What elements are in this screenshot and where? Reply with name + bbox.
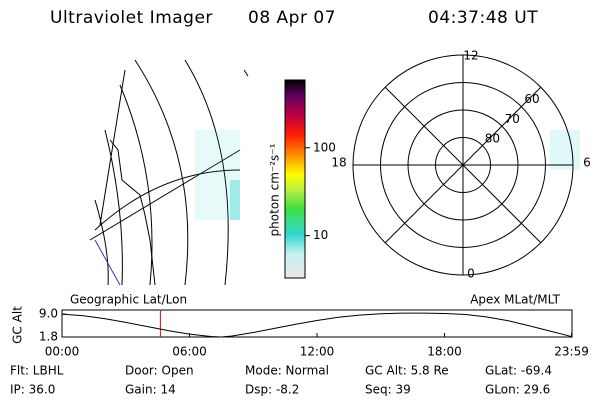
plot-frame <box>61 309 573 338</box>
y-tick-label: 1.8 <box>39 330 58 344</box>
time: 04:37:48 UT <box>428 8 538 28</box>
colorbar <box>284 79 306 279</box>
date: 08 Apr 07 <box>248 8 336 28</box>
ring-label: 80 <box>485 132 500 146</box>
mlt-label: 12 <box>463 49 478 63</box>
mlt-label: 6 <box>583 156 591 170</box>
status-field: Mode: Normal <box>245 364 329 378</box>
map <box>89 59 249 286</box>
status-field: Door: Open <box>125 364 194 378</box>
status-field: Flt: LBHL <box>10 364 64 378</box>
plot-title: Apex MLat/MLT <box>470 293 560 307</box>
map-arc <box>119 84 153 286</box>
map-line <box>99 69 126 226</box>
spoke <box>384 86 542 244</box>
map-line <box>89 149 241 241</box>
x-tick-label: 18:00 <box>427 345 462 359</box>
status-field: Seq: 39 <box>365 383 411 397</box>
status-field: GLon: 29.6 <box>485 383 550 397</box>
aurora <box>230 180 240 220</box>
mlt-label: 18 <box>331 156 346 170</box>
status-field: Dsp: -8.2 <box>245 383 299 397</box>
status-field: Gain: 14 <box>125 383 176 397</box>
map-line <box>94 169 241 231</box>
ring-label: 60 <box>524 92 539 106</box>
y-tick-label: 9.0 <box>39 307 58 321</box>
aurora <box>550 130 580 170</box>
x-tick-label: 23:59 <box>554 345 589 359</box>
tick-label: 10 <box>313 228 328 242</box>
aurora <box>195 130 240 220</box>
x-tick-label: 12:00 <box>300 345 335 359</box>
ring-label: 70 <box>505 112 520 126</box>
map-arc <box>184 59 229 286</box>
plot-title: Geographic Lat/Lon <box>70 293 187 307</box>
mlt-label: 0 <box>467 267 475 281</box>
track <box>94 239 121 286</box>
coast <box>109 139 156 286</box>
tick-label: 100 <box>313 140 336 154</box>
map-arc <box>134 59 189 286</box>
status-field: IP: 36.0 <box>10 383 55 397</box>
map-arc <box>94 199 109 286</box>
status-field: GC Alt: 5.8 Re <box>365 364 449 378</box>
x-tick-label: 06:00 <box>172 345 207 359</box>
x-tick-label: 00:00 <box>45 345 80 359</box>
map-arc <box>104 129 123 286</box>
title: Ultraviolet Imager <box>50 8 213 28</box>
status-field: GLat: -69.4 <box>485 364 552 378</box>
altitude-curve <box>61 312 573 338</box>
y-label: GC Alt <box>11 306 25 344</box>
map-line <box>243 69 249 77</box>
colorbar-label: photon cm⁻²s⁻¹ <box>268 143 282 236</box>
